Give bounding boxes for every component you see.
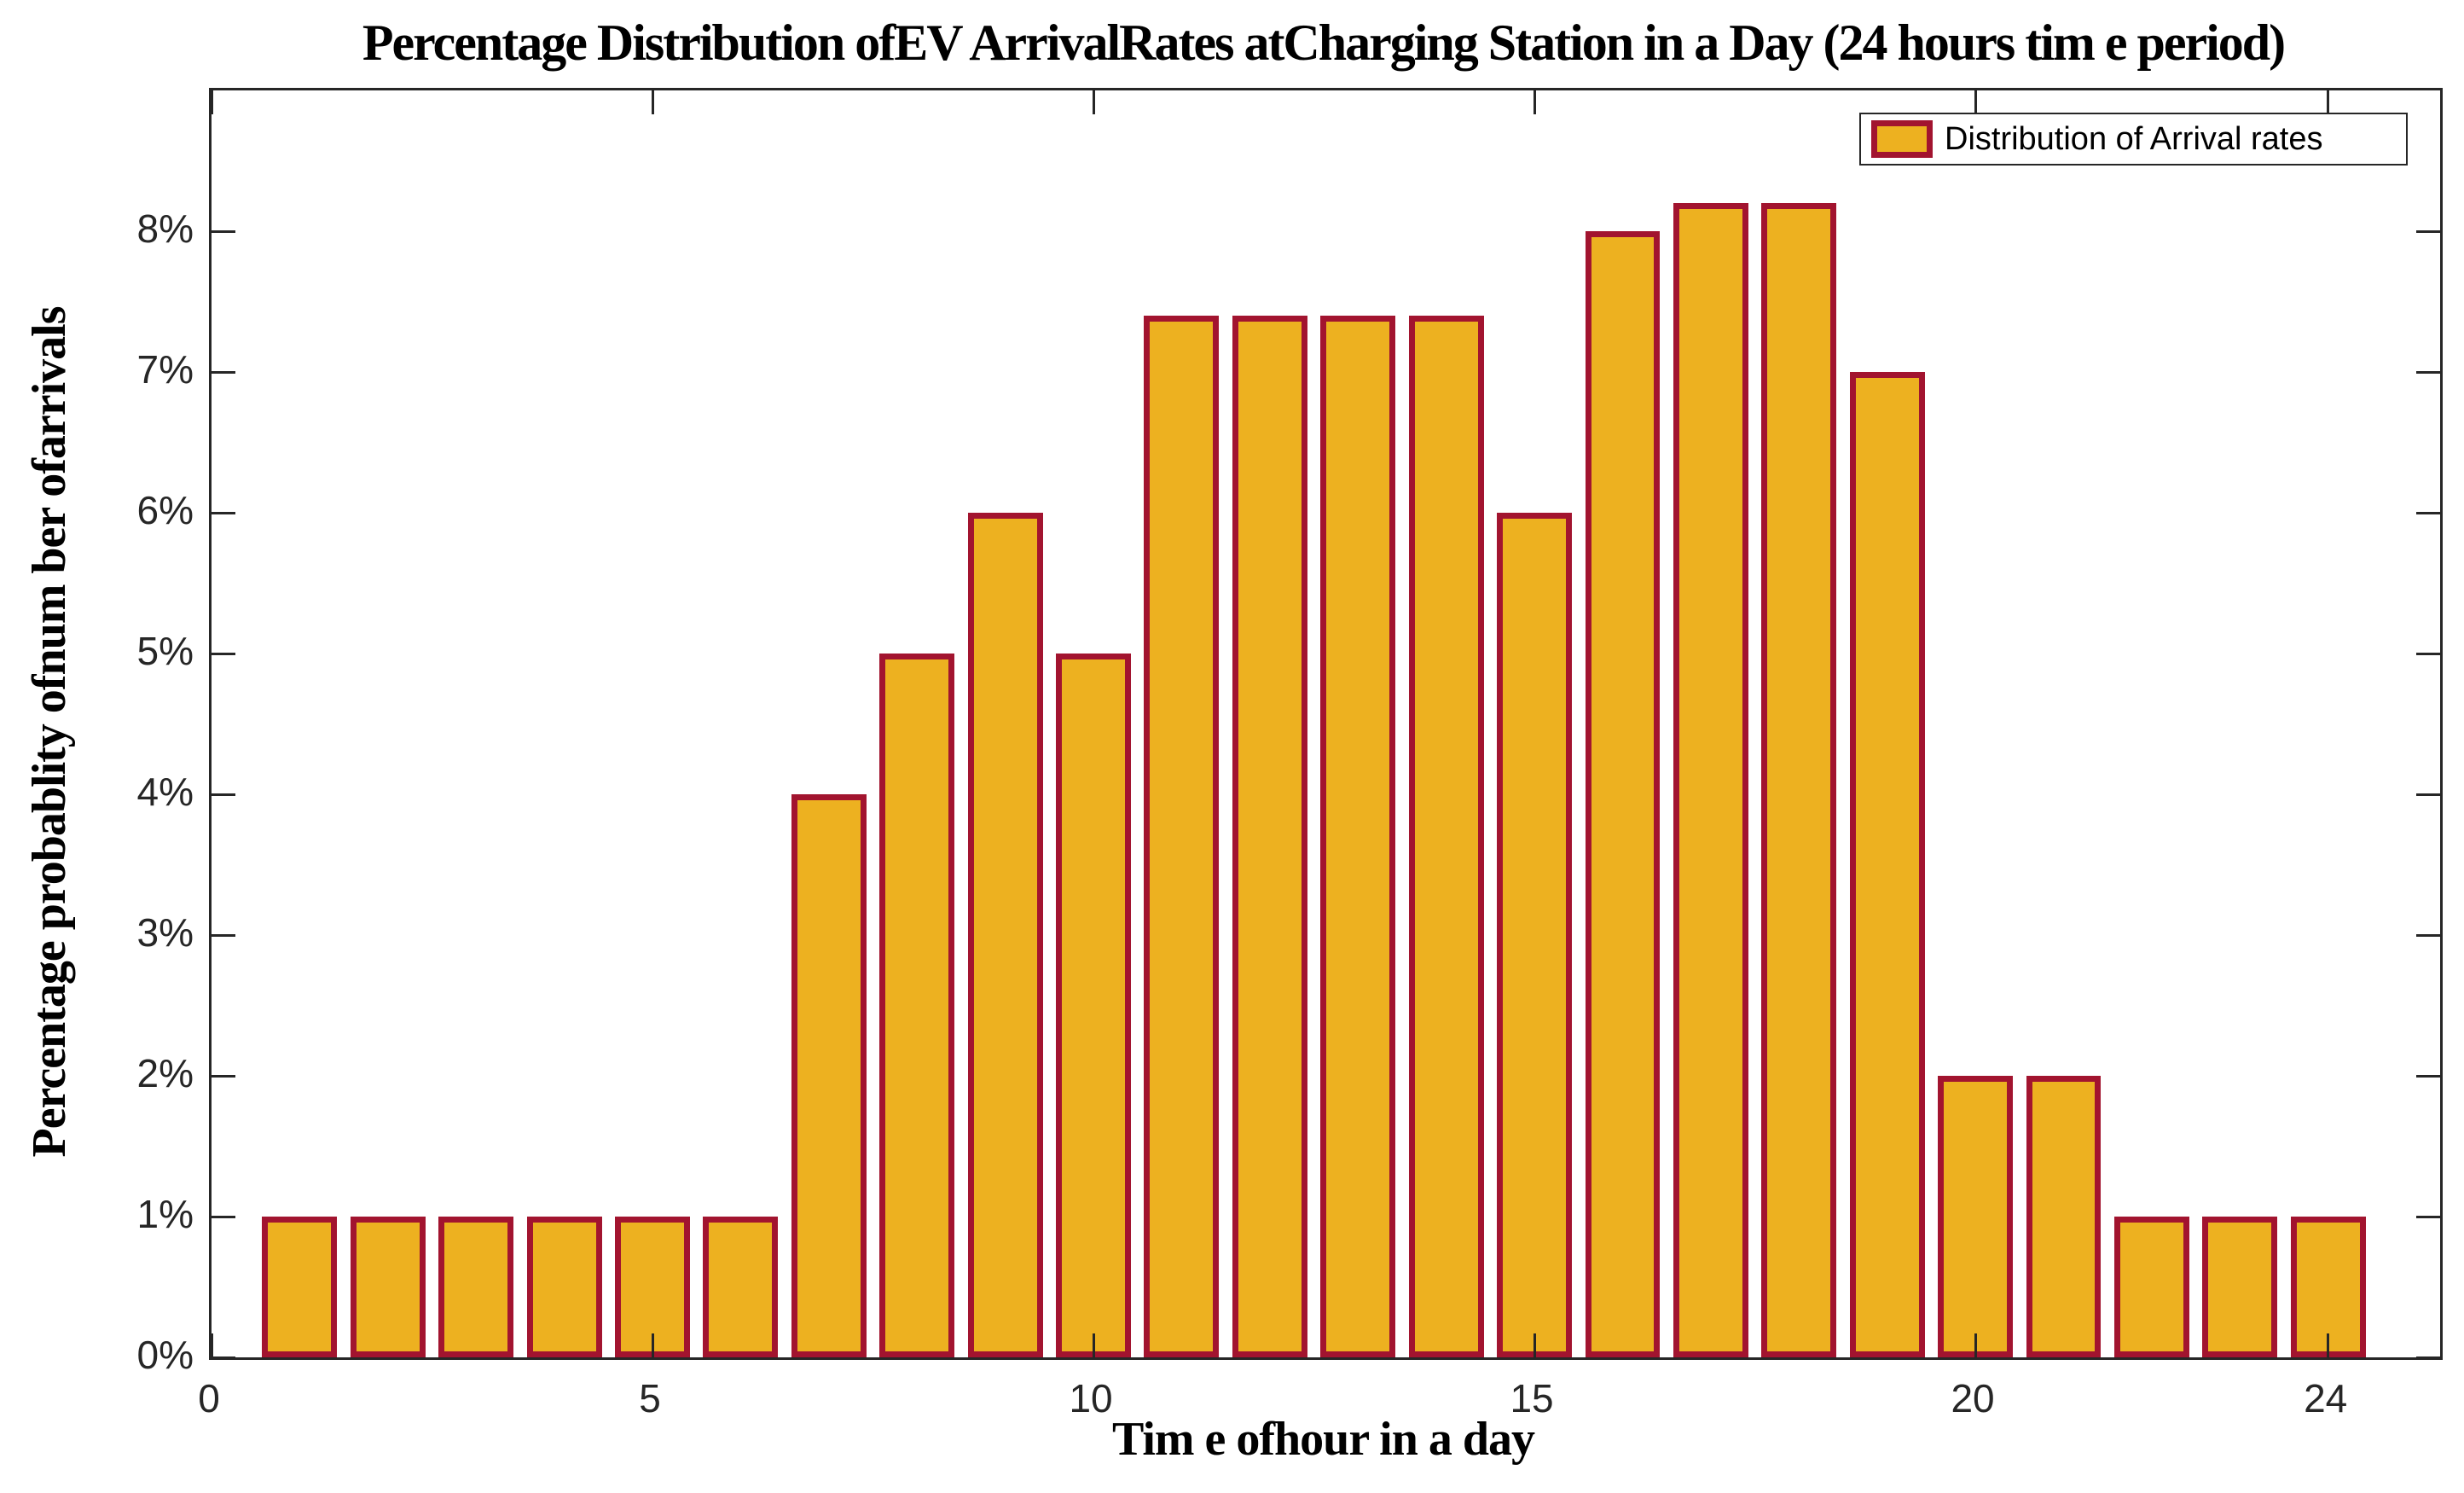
bar-hour-21 xyxy=(2026,1076,2102,1357)
bar-hour-8 xyxy=(879,654,955,1357)
bar-hour-22 xyxy=(2113,1217,2189,1357)
x-axis-label: Tim e ofhour in a day xyxy=(1111,1413,1535,1466)
y-axis-label: Percentage probablity ofnum ber ofarriva… xyxy=(23,306,76,1158)
y-axis-tick-label: 2% xyxy=(136,1051,194,1095)
y-axis-tick-label: 0% xyxy=(136,1333,194,1377)
bar-hour-12 xyxy=(1232,316,1307,1357)
y-axis-tick-label: 7% xyxy=(136,347,194,392)
y-tick-mark xyxy=(212,229,235,233)
y-tick-mark xyxy=(212,652,235,655)
y-tick-mark-right xyxy=(2416,652,2440,655)
y-tick-mark xyxy=(212,370,235,374)
chart-title: Percentage Distribution ofEV ArrivalRate… xyxy=(362,15,2286,71)
bar-hour-18 xyxy=(1761,203,1837,1357)
bar-hour-1 xyxy=(262,1217,338,1357)
y-axis-tick-label: 4% xyxy=(136,770,194,814)
x-tick-mark-top xyxy=(651,90,654,114)
plot-area xyxy=(209,88,2443,1360)
y-tick-mark xyxy=(212,1356,235,1359)
x-tick-mark xyxy=(2327,1333,2330,1357)
bar-hour-17 xyxy=(1673,203,1748,1357)
y-tick-mark-right xyxy=(2416,511,2440,514)
bar-hour-11 xyxy=(1144,316,1220,1357)
bar-hour-2 xyxy=(350,1217,426,1357)
y-tick-mark xyxy=(212,1215,235,1218)
legend-swatch-bar-color-icon xyxy=(1871,120,1933,158)
x-tick-mark-top xyxy=(1974,90,1977,114)
bar-hour-7 xyxy=(791,794,867,1357)
y-tick-mark-right xyxy=(2416,1356,2440,1359)
x-axis-tick-label: 10 xyxy=(1069,1376,1113,1420)
y-tick-mark-right xyxy=(2416,1215,2440,1218)
bar-hour-23 xyxy=(2202,1217,2278,1357)
x-axis-tick-label: 5 xyxy=(639,1376,661,1420)
y-tick-mark xyxy=(212,793,235,796)
x-axis-tick-label: 24 xyxy=(2304,1376,2348,1420)
y-tick-mark xyxy=(212,1074,235,1078)
bar-hour-19 xyxy=(1849,372,1925,1357)
x-tick-mark xyxy=(210,1333,213,1357)
bar-hour-15 xyxy=(1497,513,1572,1357)
x-tick-mark-top xyxy=(1092,90,1095,114)
bar-hour-6 xyxy=(703,1217,779,1357)
y-tick-mark-right xyxy=(2416,1074,2440,1078)
y-tick-mark-right xyxy=(2416,229,2440,233)
x-axis-tick-label: 0 xyxy=(198,1376,220,1420)
x-tick-mark xyxy=(1974,1333,1977,1357)
bar-hour-10 xyxy=(1056,654,1131,1357)
x-axis-tick-label: 15 xyxy=(1510,1376,1554,1420)
x-tick-mark xyxy=(1533,1333,1536,1357)
x-tick-mark-top xyxy=(1533,90,1536,114)
x-axis-tick-label: 20 xyxy=(1951,1376,1995,1420)
bar-hour-3 xyxy=(438,1217,514,1357)
bar-hour-20 xyxy=(1938,1076,2013,1357)
y-tick-mark-right xyxy=(2416,933,2440,937)
y-axis-tick-label: 6% xyxy=(136,488,194,532)
bar-hour-13 xyxy=(1320,316,1396,1357)
legend: Distribution of Arrival rates xyxy=(1859,113,2408,166)
x-tick-mark-top xyxy=(2327,90,2330,114)
y-axis-tick-label: 5% xyxy=(136,629,194,673)
bar-hour-14 xyxy=(1408,316,1484,1357)
x-tick-mark xyxy=(1092,1333,1095,1357)
bar-hour-4 xyxy=(526,1217,602,1357)
bar-hour-16 xyxy=(1585,231,1661,1357)
y-axis-tick-label: 8% xyxy=(136,206,194,251)
y-tick-mark-right xyxy=(2416,793,2440,796)
legend-label: Distribution of Arrival rates xyxy=(1945,120,2323,157)
y-tick-mark-right xyxy=(2416,370,2440,374)
y-axis-tick-label: 3% xyxy=(136,910,194,955)
y-tick-mark xyxy=(212,933,235,937)
x-tick-mark-top xyxy=(210,90,213,114)
y-axis-tick-label: 1% xyxy=(136,1192,194,1236)
y-tick-mark xyxy=(212,511,235,514)
x-tick-mark xyxy=(651,1333,654,1357)
bar-hour-9 xyxy=(967,513,1043,1357)
